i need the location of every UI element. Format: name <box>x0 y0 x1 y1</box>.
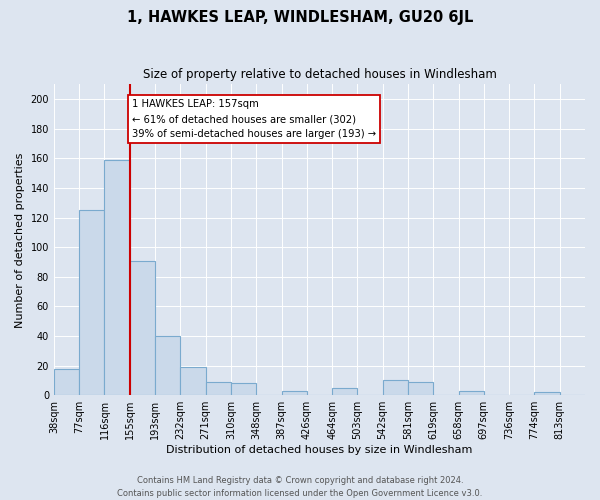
Bar <box>535 392 560 395</box>
Bar <box>79 210 104 395</box>
Title: Size of property relative to detached houses in Windlesham: Size of property relative to detached ho… <box>143 68 496 80</box>
Bar <box>206 382 231 395</box>
Bar <box>383 380 408 395</box>
Bar <box>155 336 181 395</box>
Bar <box>458 391 484 395</box>
Text: 1, HAWKES LEAP, WINDLESHAM, GU20 6JL: 1, HAWKES LEAP, WINDLESHAM, GU20 6JL <box>127 10 473 25</box>
Bar <box>54 368 79 395</box>
Bar <box>231 384 256 395</box>
Y-axis label: Number of detached properties: Number of detached properties <box>15 152 25 328</box>
Text: Contains HM Land Registry data © Crown copyright and database right 2024.
Contai: Contains HM Land Registry data © Crown c… <box>118 476 482 498</box>
Bar <box>281 391 307 395</box>
Bar <box>408 382 433 395</box>
Bar <box>332 388 358 395</box>
Bar <box>181 367 206 395</box>
X-axis label: Distribution of detached houses by size in Windlesham: Distribution of detached houses by size … <box>166 445 473 455</box>
Bar <box>104 160 130 395</box>
Text: 1 HAWKES LEAP: 157sqm
← 61% of detached houses are smaller (302)
39% of semi-det: 1 HAWKES LEAP: 157sqm ← 61% of detached … <box>132 99 376 139</box>
Bar <box>130 260 155 395</box>
